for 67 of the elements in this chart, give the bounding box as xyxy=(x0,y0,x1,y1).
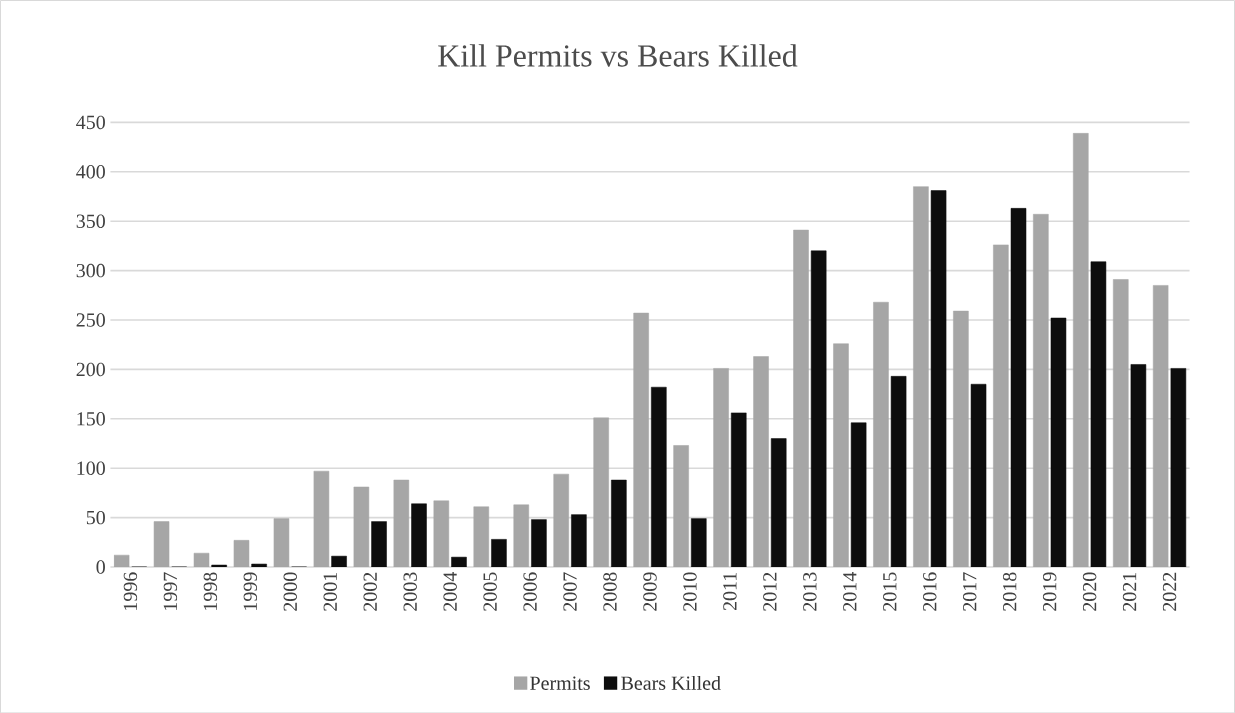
x-tick-label: 2020 xyxy=(1082,572,1097,611)
y-tick-label: 450 xyxy=(76,115,105,129)
x-tick-label: 2011 xyxy=(723,572,737,610)
y-tick-label: 50 xyxy=(86,510,105,525)
x-tick-label: 2003 xyxy=(403,572,417,611)
x-tick-label: 2013 xyxy=(803,572,817,611)
x-tick-label: 2000 xyxy=(283,572,298,611)
y-tick-label: 350 xyxy=(76,214,105,228)
x-tick-label: 2022 xyxy=(1162,572,1177,611)
bar xyxy=(193,552,210,567)
bar xyxy=(513,504,530,567)
y-tick-label: 400 xyxy=(76,164,105,179)
bar xyxy=(633,312,649,567)
x-tick-label: 2008 xyxy=(603,572,617,611)
bar xyxy=(233,539,250,567)
bar xyxy=(753,356,769,567)
x-tick-label: 2005 xyxy=(483,572,497,611)
y-tick-label: 200 xyxy=(76,362,105,376)
bar xyxy=(593,417,609,567)
bar xyxy=(1033,213,1049,567)
x-tick-label: 2002 xyxy=(363,572,377,611)
x-tick-label: 2001 xyxy=(323,572,337,611)
bar xyxy=(273,518,290,567)
x-tick-label: 2015 xyxy=(883,572,897,611)
bar xyxy=(433,500,450,567)
legend-label: Permits xyxy=(530,676,590,690)
x-tick-label: 2007 xyxy=(563,572,577,611)
y-tick-label: 300 xyxy=(76,263,105,278)
bar xyxy=(473,506,490,567)
y-tick-label: 150 xyxy=(77,411,105,426)
x-tick-label: 2004 xyxy=(443,571,457,611)
bar xyxy=(553,473,569,567)
x-tick-label: 2018 xyxy=(1002,572,1017,611)
bar xyxy=(313,470,330,567)
x-tick-label: 2017 xyxy=(962,572,977,611)
chart-title: Kill Permits vs Bears Killed xyxy=(438,43,798,67)
bar xyxy=(153,521,170,567)
bar xyxy=(1073,132,1089,567)
bar xyxy=(1152,284,1169,567)
x-tick-label: 1997 xyxy=(163,572,178,610)
x-tick-label: 2006 xyxy=(523,572,537,611)
y-tick-label: 0 xyxy=(96,560,105,574)
x-tick-label: 2010 xyxy=(683,572,697,611)
x-tick-label: 2019 xyxy=(1042,572,1057,611)
x-tick-label: 2012 xyxy=(763,572,777,611)
bar xyxy=(353,486,370,567)
bar xyxy=(913,186,929,567)
legend-label: Bears Killed xyxy=(621,675,721,690)
x-tick-label: 2014 xyxy=(843,571,857,611)
bar xyxy=(953,310,969,567)
y-tick-label: 250 xyxy=(76,313,105,327)
bar xyxy=(833,343,849,567)
bar xyxy=(873,301,889,567)
bar xyxy=(1112,279,1129,567)
bar xyxy=(793,229,809,567)
bar xyxy=(393,479,410,567)
y-tick-label: 100 xyxy=(77,461,105,475)
bar xyxy=(993,244,1009,567)
x-tick-label: 1998 xyxy=(203,572,218,610)
x-tick-label: 2021 xyxy=(1122,572,1137,611)
x-tick-label: 1999 xyxy=(243,572,258,610)
x-tick-label: 2016 xyxy=(923,572,937,611)
x-tick-label: 1996 xyxy=(123,572,138,610)
bar xyxy=(713,367,729,567)
bar xyxy=(113,554,130,567)
x-tick-label: 2009 xyxy=(643,572,657,611)
bar xyxy=(673,445,689,567)
